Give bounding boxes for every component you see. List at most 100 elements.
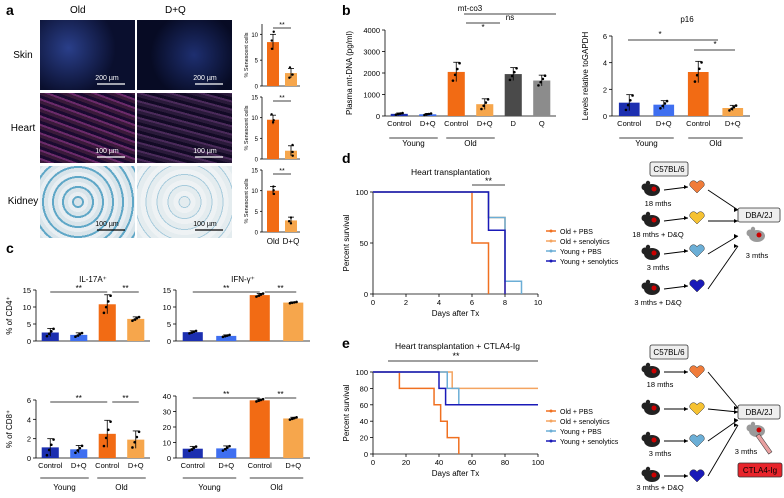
- sig-label: **: [76, 394, 82, 403]
- mouse-heart-dot: [652, 187, 657, 192]
- data-point: [425, 113, 428, 116]
- x-tick-label: Control: [248, 461, 273, 470]
- data-point: [289, 302, 292, 305]
- data-point: [487, 98, 490, 101]
- b-left-title: mt-co3: [458, 4, 483, 13]
- x-tick-label: Control: [617, 119, 642, 128]
- d-legend-marker: [550, 250, 553, 253]
- mouse-ear: [646, 363, 650, 367]
- e-recipient-age: 3 mths: [735, 447, 758, 456]
- b-left-ylabel: Plasma mt-DNA (pg/ml): [345, 31, 354, 115]
- tick-label: 15: [251, 96, 258, 102]
- data-point: [79, 447, 82, 450]
- scale-label: 200 µm: [193, 75, 217, 82]
- data-point: [480, 108, 483, 111]
- data-point: [52, 328, 55, 331]
- data-point: [428, 113, 431, 116]
- data-point: [222, 449, 225, 452]
- data-point: [188, 449, 191, 452]
- sig-label: **: [279, 22, 285, 29]
- d-arrow-head: [684, 284, 688, 288]
- tick-label: 20: [402, 458, 410, 467]
- d-heart: [690, 280, 705, 292]
- data-point: [262, 292, 265, 295]
- c-title: IL-17A⁺: [79, 275, 107, 284]
- data-point: [290, 216, 292, 218]
- x-tick-label: D+Q: [218, 461, 234, 470]
- tick-label: 4: [603, 59, 607, 68]
- data-point: [666, 100, 669, 103]
- data-point: [295, 301, 298, 304]
- tick-label: 15: [163, 286, 171, 295]
- group-young: Young: [402, 139, 424, 148]
- data-point: [694, 80, 697, 83]
- c-chart-3-bar: [283, 418, 303, 458]
- tick-label: 10: [163, 303, 171, 312]
- tick-label: 0: [167, 337, 171, 346]
- tick-label: 10: [251, 116, 258, 122]
- c-chart-0-ylabel: % of CD4⁺: [5, 296, 14, 334]
- b-right-title: p16: [680, 15, 694, 24]
- tick-label: 0: [27, 454, 31, 463]
- tick-label: 80: [501, 458, 509, 467]
- tick-label: 0: [255, 85, 259, 91]
- d-legend-label: Young + senolytics: [560, 259, 619, 266]
- data-point: [138, 431, 141, 434]
- tick-label: 3000: [363, 48, 380, 57]
- mouse-ear: [751, 227, 755, 231]
- e-donor-mouse: [642, 432, 661, 447]
- tick-label: 10: [23, 303, 31, 312]
- data-point: [454, 74, 457, 77]
- d-ylabel: Percent survival: [342, 214, 351, 271]
- tick-label: 30: [163, 408, 171, 417]
- d-legend-marker: [550, 260, 553, 263]
- data-point: [81, 445, 84, 448]
- mouse-ear: [646, 181, 650, 185]
- data-point: [401, 112, 404, 115]
- data-point: [46, 335, 49, 338]
- mouse-heart-dot: [757, 428, 762, 433]
- data-point: [138, 316, 141, 319]
- scale-label: 200 µm: [95, 75, 119, 82]
- tick-label: 6: [470, 298, 474, 307]
- data-point: [664, 102, 667, 105]
- tick-label: 40: [163, 392, 171, 401]
- data-point: [224, 335, 227, 338]
- e-arrow-r-head: [734, 410, 738, 414]
- y-axis-label: % Senescent cells: [244, 32, 250, 77]
- mouse-ear: [646, 245, 650, 249]
- c-title: IFN-γ⁺: [231, 275, 255, 284]
- tick-label: 0: [371, 458, 375, 467]
- e-arrow-head: [684, 407, 688, 411]
- tick-label: 100: [355, 188, 368, 197]
- data-point: [270, 113, 272, 115]
- tick-label: 8: [503, 298, 507, 307]
- e-legend-label: Young + PBS: [560, 429, 602, 436]
- data-point: [698, 68, 701, 71]
- e-donor-mouse: [642, 400, 661, 415]
- sig-label: **: [277, 284, 283, 293]
- tick-label: 100: [355, 368, 368, 377]
- data-point: [107, 428, 110, 431]
- data-point: [511, 75, 514, 78]
- data-point: [272, 121, 274, 123]
- figure-canvas: Skin200 µm 200 µm0510% Senescent cells**H…: [0, 0, 784, 498]
- data-point: [735, 104, 738, 107]
- tick-label: 2: [27, 435, 31, 444]
- mouse-heart-dot: [652, 369, 657, 374]
- d-label: 18 mths: [645, 199, 672, 208]
- data-point: [255, 400, 258, 403]
- e-label: 3 mths + D&Q: [636, 483, 683, 492]
- e-donor-mouse: [642, 467, 661, 482]
- e-recipient-mouse: [747, 422, 766, 437]
- tick-label: 5: [167, 320, 171, 329]
- e-arrow-head: [684, 370, 688, 374]
- data-point: [272, 119, 274, 121]
- data-point: [131, 319, 134, 322]
- tick-label: 15: [251, 169, 258, 175]
- e-ylabel: Percent survival: [342, 384, 351, 441]
- data-point: [458, 62, 461, 65]
- mouse-heart-dot: [652, 218, 657, 223]
- d-recipient-label: DBA/2J: [745, 211, 772, 220]
- e-legend-marker: [550, 420, 553, 423]
